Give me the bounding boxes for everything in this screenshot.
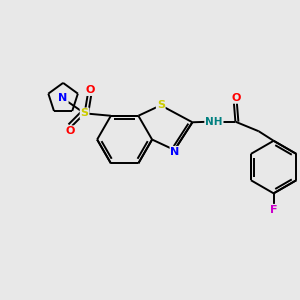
Text: S: S <box>157 100 165 110</box>
Text: F: F <box>270 205 278 215</box>
Text: O: O <box>231 93 240 103</box>
Text: O: O <box>85 85 95 95</box>
Text: NH: NH <box>205 117 223 127</box>
Text: N: N <box>58 93 68 103</box>
Text: N: N <box>170 147 180 157</box>
Text: S: S <box>81 108 88 118</box>
Text: O: O <box>66 126 75 136</box>
